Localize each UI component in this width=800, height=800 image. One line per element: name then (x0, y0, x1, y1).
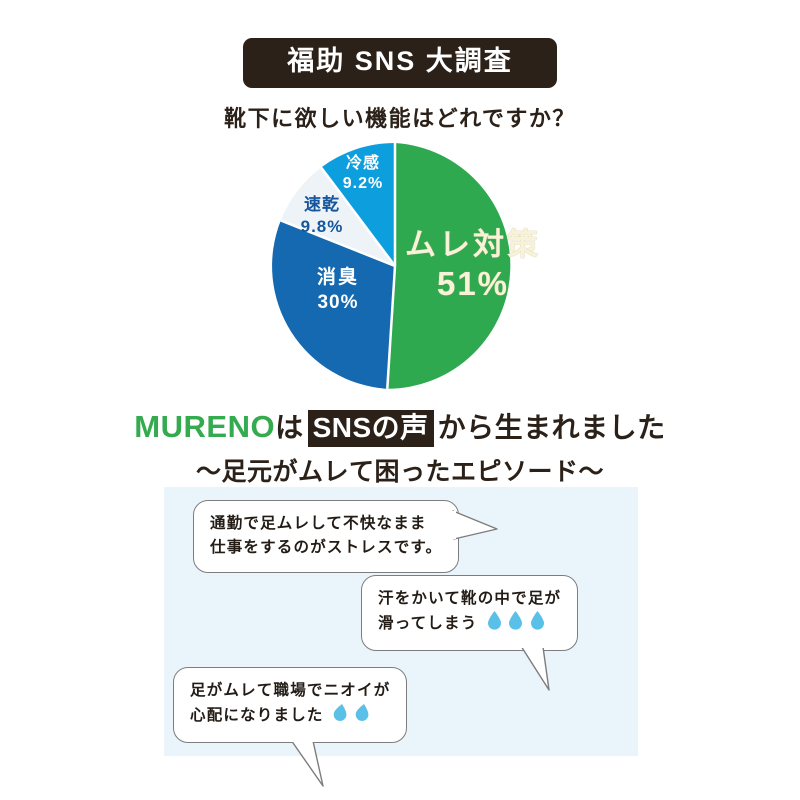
speech-bubble-line2-text: 心配になりました (190, 707, 324, 725)
brand-highlight: SNSの声 (307, 410, 434, 447)
survey-question: 靴下に欲しい機能はどれですか？ (224, 105, 576, 131)
speech-bubble: 汗をかいて靴の中で足が 滑ってしまう (361, 575, 579, 691)
sweat-drop-group (327, 704, 370, 724)
speech-bubble: 足がムレて職場でニオイが 心配になりました (173, 667, 408, 787)
speech-bubble-line2: 心配になりました (190, 703, 390, 730)
speech-bubble-line2: 滑ってしまう (378, 611, 561, 638)
pie-slice-quickdry (280, 167, 395, 266)
pie-chart-graphic (272, 143, 518, 389)
brand-after-highlight: から生まれました (437, 412, 666, 443)
pie-chart: ムレ対策 51% 消臭 30% 速乾 9.8% 冷感 9.2% (0, 143, 800, 393)
water-drop-group (480, 611, 545, 632)
speech-bubble-tail-icon (519, 642, 565, 692)
brand-subtitle: 〜足元がムレて困ったエピソード〜 (195, 458, 604, 486)
speech-bubble-line2-text: 滑ってしまう (378, 615, 478, 633)
speech-bubble: 通勤で足ムレして不快なまま 仕事をするのがストレスです。 (193, 500, 498, 574)
brand-statement: MURENOは SNSの声 から生まれました (0, 406, 800, 447)
pie-slice-cooling (321, 143, 395, 266)
speech-bubble-line1: 通勤で足ムレして不快なまま (210, 515, 427, 532)
header: 福助 SNS 大調査 靴下に欲しい機能はどれですか？ (0, 0, 800, 133)
pie-svg (272, 143, 511, 389)
page-title-badge: 福助 SNS 大調査 (243, 38, 557, 88)
sweat-drop-icon (355, 703, 370, 730)
speech-bubble-line1: 足がムレて職場でニオイが (190, 682, 391, 699)
pie-slice-deodorant (272, 220, 395, 389)
water-drop-icon (508, 611, 523, 638)
water-drop-icon (530, 611, 545, 638)
pie-slice-separators (280, 143, 397, 389)
brand-name: MURENO (134, 409, 276, 444)
speech-bubble-tail-icon (450, 509, 499, 555)
speech-bubble-line2: 仕事をするのがストレスです。 (210, 539, 443, 557)
pie-slice-mure (387, 143, 511, 389)
water-drop-icon (487, 611, 502, 638)
speech-bubble-tail-icon (289, 736, 335, 787)
sweat-drop-icon (333, 703, 348, 730)
speech-bubble-line1: 汗をかいて靴の中で足が (378, 590, 562, 607)
brand-before-highlight: は (275, 412, 304, 443)
